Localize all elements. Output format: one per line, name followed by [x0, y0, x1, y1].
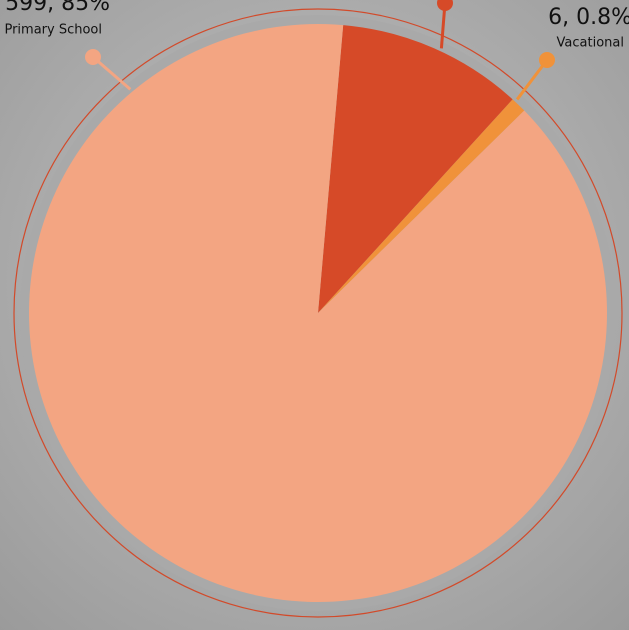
chart: 6, 0.8% Vacational 599, 85% Primary School: [0, 0, 629, 630]
value-label: 6, 0.8%: [548, 5, 629, 30]
leader-dot: [85, 49, 101, 65]
category-label: Primary School: [4, 23, 102, 38]
leader-dot: [539, 52, 555, 68]
page: 6, 0.8%Vacational599, 85%Primary School …: [0, 0, 629, 630]
value-label: 599, 85%: [5, 0, 110, 16]
category-label: Vacational: [557, 36, 624, 51]
